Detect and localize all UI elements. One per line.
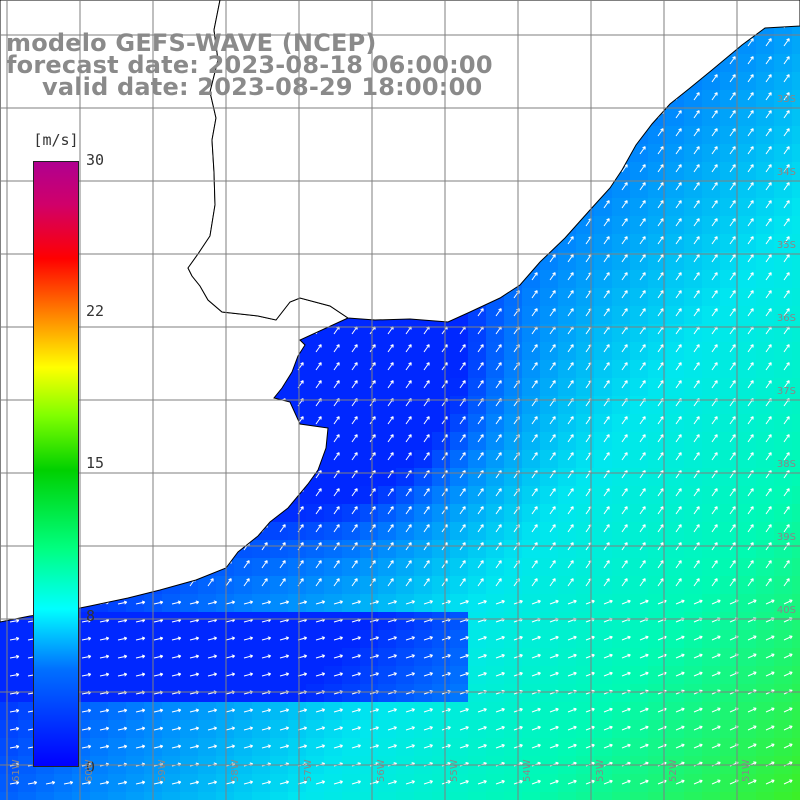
lon-label-59w: 59W bbox=[157, 759, 168, 782]
lon-label-55w: 55W bbox=[449, 759, 460, 782]
colorbar-tick-8: 8 bbox=[86, 607, 96, 625]
lon-label-51w: 51W bbox=[741, 759, 752, 782]
lon-label-60w: 60W bbox=[84, 759, 95, 782]
lon-label-54w: 54W bbox=[522, 759, 533, 782]
forecast-date: forecast date: 2023-08-18 06:00:00 bbox=[6, 51, 493, 79]
lat-label-38s: 38S bbox=[776, 459, 796, 470]
valid-date: valid date: 2023-08-29 18:00:00 bbox=[42, 73, 483, 101]
colorbar-tick-0: 0 bbox=[86, 758, 96, 776]
lon-label-57w: 57W bbox=[303, 759, 314, 782]
lon-label-56w: 56W bbox=[376, 759, 387, 782]
lon-label-58w: 58W bbox=[230, 759, 241, 782]
model-title: modelo GEFS-WAVE (NCEP) bbox=[6, 29, 377, 57]
colorbar-units: [m/s] bbox=[33, 131, 79, 149]
lat-label-33s: 33S bbox=[776, 94, 796, 105]
lon-label-53w: 53W bbox=[595, 759, 606, 782]
lat-label-35s: 35S bbox=[776, 240, 796, 251]
colorbar-tick-22: 22 bbox=[86, 302, 105, 320]
colorbar bbox=[33, 161, 79, 767]
lat-label-39s: 39S bbox=[776, 532, 796, 543]
lat-label-34s: 34S bbox=[776, 167, 796, 178]
colorbar-tick-15: 15 bbox=[86, 454, 105, 472]
lat-label-37s: 37S bbox=[776, 386, 796, 397]
lat-label-36s: 36S bbox=[776, 313, 796, 324]
colorbar-tick-30: 30 bbox=[86, 151, 105, 169]
land-north bbox=[0, 0, 800, 323]
lon-label-61w: 61W bbox=[11, 759, 22, 782]
lat-label-40s: 40S bbox=[776, 605, 796, 616]
lon-label-52w: 52W bbox=[668, 759, 679, 782]
